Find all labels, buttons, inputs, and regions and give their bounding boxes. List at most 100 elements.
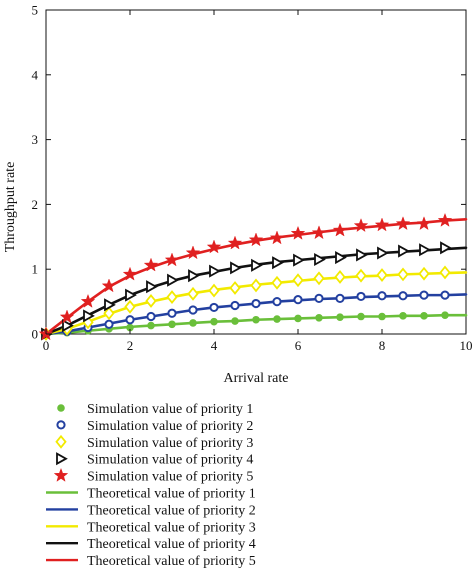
data-point-priority-5 [416, 216, 432, 231]
data-point-priority-3 [418, 266, 430, 281]
data-point-priority-2 [335, 293, 345, 303]
x-tick-label: 10 [460, 338, 473, 353]
data-point-priority-5 [164, 252, 180, 267]
data-point-priority-5 [395, 216, 411, 231]
data-point-priority-2 [230, 300, 240, 311]
data-point-priority-2 [188, 305, 198, 315]
data-point-priority-5 [59, 309, 75, 324]
data-point-priority-1 [189, 319, 197, 327]
data-point-priority-2 [398, 291, 408, 301]
data-point-priority-1 [252, 315, 260, 324]
data-point-priority-1 [336, 313, 344, 321]
data-point-priority-3 [292, 273, 304, 288]
data-point-priority-4 [314, 252, 326, 267]
data-point-priority-5 [290, 225, 306, 240]
legend-entry-label: Simulation value of priority 4 [87, 453, 253, 468]
data-point-priority-1 [420, 312, 428, 320]
data-point-priority-1 [147, 321, 155, 330]
data-point-priority-3 [145, 294, 157, 308]
legend-entry-label: Theoretical value of priority 4 [87, 537, 256, 552]
data-point-priority-2 [167, 308, 177, 318]
legend-marker-4 [56, 452, 68, 466]
data-point-priority-5 [185, 245, 201, 260]
legend-entry-label: Simulation value of priority 1 [87, 402, 253, 417]
data-point-priority-4 [377, 246, 389, 260]
legend-entry-label: Simulation value of priority 5 [87, 470, 253, 485]
y-tick-label: 2 [32, 197, 39, 212]
data-point-priority-1 [315, 314, 323, 322]
data-point-priority-4 [146, 280, 158, 294]
legend-entry-label: Simulation value of priority 3 [87, 436, 253, 451]
axes: 0 2 4 6 8 10 0 1 2 3 4 5 [32, 3, 473, 354]
data-point-priority-4 [356, 248, 368, 262]
y-tick-label: 4 [32, 67, 39, 82]
data-point-priority-2 [104, 319, 114, 329]
data-point-priority-2 [272, 297, 282, 307]
plot-area [45, 9, 467, 335]
data-point-priority-1 [210, 317, 218, 326]
legend-entry-label: Theoretical value of priority 3 [87, 520, 256, 535]
data-point-priority-1 [273, 315, 281, 323]
data-point-priority-5 [374, 217, 390, 232]
y-tick-label: 0 [32, 327, 39, 342]
data-point-priority-3 [250, 278, 262, 293]
data-point-priority-4 [419, 243, 431, 257]
data-point-priority-1 [399, 312, 407, 320]
y-tick-label: 5 [32, 3, 39, 18]
x-tick-label: 2 [127, 338, 134, 353]
data-point-priority-4 [440, 241, 452, 255]
data-point-priority-5 [353, 218, 369, 233]
data-point-priority-2 [209, 302, 219, 313]
data-point-priority-5 [437, 212, 453, 227]
data-point-priority-5 [80, 293, 96, 308]
data-point-priority-1 [231, 317, 239, 325]
legend-entry-label: Simulation value of priority 2 [87, 419, 253, 434]
data-point-priority-5 [122, 266, 138, 281]
data-point-priority-4 [335, 251, 347, 265]
data-point-priority-3 [334, 270, 346, 284]
legend-marker-3 [55, 434, 67, 449]
legend-marker-2 [56, 420, 66, 430]
x-tick-label: 4 [211, 338, 218, 353]
legend-marker-5 [53, 467, 69, 482]
data-point-priority-3 [355, 268, 367, 283]
data-point-priority-4 [293, 253, 305, 267]
data-point-priority-4 [104, 298, 116, 312]
x-tick-label: 0 [43, 338, 50, 353]
data-point-priority-2 [251, 298, 261, 309]
data-point-priority-1 [294, 314, 302, 323]
data-point-priority-4 [251, 258, 263, 272]
data-point-priority-5 [332, 222, 348, 237]
data-point-priority-3 [313, 271, 325, 286]
data-point-priority-3 [439, 265, 451, 280]
data-point-priority-2 [356, 291, 366, 302]
data-point-priority-5 [206, 239, 222, 254]
data-point-priority-1 [357, 312, 365, 321]
legend-entry-label: Theoretical value of priority 1 [87, 487, 256, 502]
y-tick-label: 1 [32, 262, 39, 277]
data-point-priority-4 [188, 269, 200, 283]
data-point-priority-4 [125, 288, 137, 302]
data-point-priority-3 [166, 290, 178, 304]
legend-entry-label: Theoretical value of priority 2 [87, 503, 256, 518]
data-point-priority-3 [271, 275, 283, 290]
data-point-priority-5 [101, 278, 117, 293]
legend: Simulation value of priority 1 Simulation… [46, 402, 256, 569]
data-point-priority-2 [440, 290, 450, 300]
data-point-priority-5 [269, 230, 285, 245]
data-point-priority-1 [441, 311, 449, 320]
data-point-priority-3 [397, 267, 409, 282]
data-point-priority-2 [377, 291, 387, 301]
legend-marker-1 [57, 404, 65, 412]
data-point-priority-5 [143, 257, 159, 272]
data-point-priority-4 [62, 319, 74, 333]
data-point-priority-3 [103, 306, 115, 321]
data-point-priority-1 [126, 323, 134, 332]
data-point-priority-4 [230, 261, 242, 275]
data-point-priority-4 [209, 264, 221, 278]
data-point-priority-5 [248, 232, 264, 247]
x-tick-label: 8 [379, 338, 386, 353]
data-point-priority-3 [124, 299, 136, 314]
x-tick-label: 6 [295, 338, 302, 353]
data-point-priority-4 [83, 309, 95, 323]
